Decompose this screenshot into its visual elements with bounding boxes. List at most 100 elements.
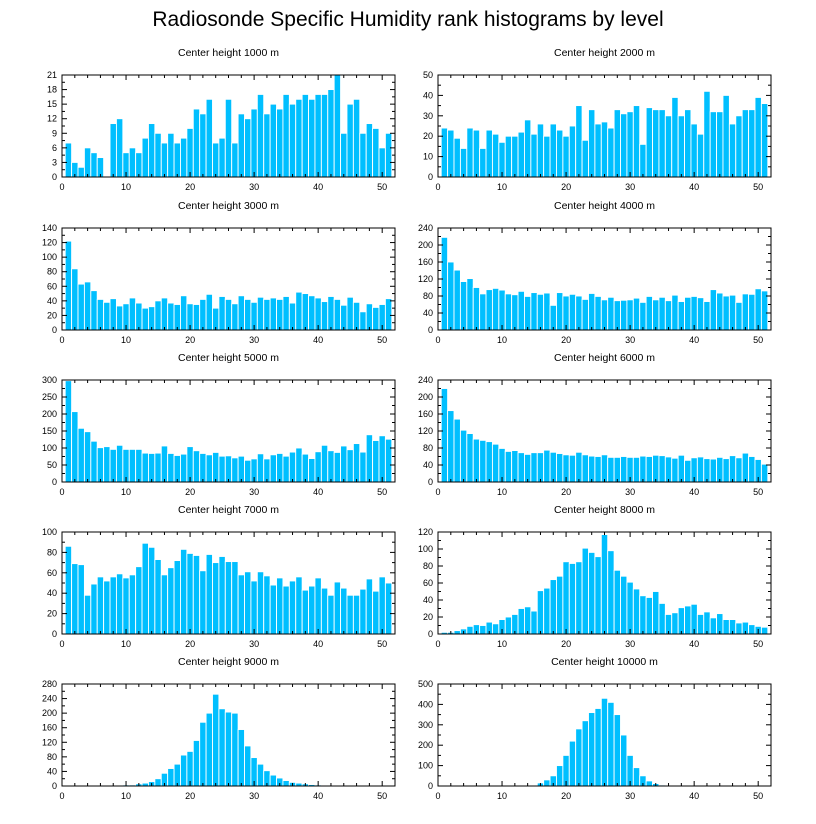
y-tick-label: 40 [423,595,433,605]
histogram-bar [645,107,653,178]
histogram-bar [135,448,143,483]
figure-title: Radiosonde Specific Humidity rank histog… [152,8,664,31]
histogram-bar [620,113,628,178]
x-tick-label: 10 [121,182,131,192]
histogram-bar [352,301,361,331]
histogram-bar [90,152,98,178]
histogram-bar [459,147,468,178]
histogram-bar [735,622,743,635]
y-tick-label: 200 [42,708,57,718]
histogram-bar [365,578,374,635]
histogram-bar [256,453,265,483]
histogram-bar [160,142,169,178]
histogram-bar [96,447,105,483]
y-tick-label: 50 [47,460,57,470]
histogram-bar [218,556,226,635]
histogram-bar [658,455,666,483]
histogram-bar [83,594,92,635]
y-tick-label: 120 [418,426,433,436]
histogram-bar [536,452,545,483]
histogram-bar [447,261,455,331]
x-tick-label: 30 [249,487,259,497]
y-tick-label: 40 [47,296,57,306]
histogram-bar [340,304,348,331]
histogram-bar [103,446,111,483]
x-tick-label: 20 [561,791,571,801]
histogram-bar [333,451,342,483]
histogram-bar [664,456,673,483]
histogram-bar [485,289,493,331]
histogram-bar [543,779,551,787]
histogram-bar [703,458,711,483]
histogram-bar [511,450,519,483]
histogram-bar [594,708,602,787]
histogram-bar [231,561,239,635]
x-tick-label: 0 [435,182,440,192]
histogram-bar [620,575,628,635]
histogram-bar [237,455,245,483]
x-tick-label: 40 [689,182,699,192]
histogram-bar [581,139,589,178]
histogram-bar [639,301,647,331]
x-tick-label: 10 [121,487,131,497]
histogram-bar [282,93,290,178]
y-tick-label: 20 [423,131,433,141]
histogram-bar [677,607,685,635]
histogram-bar [549,304,557,331]
histogram-bar [333,298,342,331]
histogram-bar [77,283,85,331]
histogram-bar [568,563,577,635]
y-tick-label: 160 [42,723,57,733]
histogram-bar [524,295,532,331]
y-tick-label: 0 [428,325,433,335]
histogram-bar [568,454,577,483]
histogram-bar [568,293,577,331]
histogram-bar [237,295,245,331]
histogram-bar [384,438,393,483]
histogram-bar [288,451,297,483]
histogram-bar [581,298,589,331]
histogram-bar [543,292,551,331]
histogram-bar [703,90,711,178]
histogram-bar [524,119,532,178]
histogram-bar [122,577,130,635]
y-tick-label: 18 [47,85,57,95]
histogram-bar [562,295,570,331]
y-tick-label: 80 [47,547,57,557]
histogram-bar [498,141,506,178]
y-tick-label: 250 [42,392,57,402]
histogram-bar [607,296,615,331]
histogram-bar [115,305,124,331]
histogram-bar [263,113,271,178]
histogram-bar [167,302,175,331]
x-tick-label: 20 [561,335,571,345]
histogram-bar [237,729,245,787]
histogram-bar [748,624,756,635]
histogram-bar [212,451,220,483]
y-tick-label: 100 [42,252,57,262]
y-tick-label: 300 [42,375,57,385]
histogram-bar [77,427,85,483]
histogram-bar [276,108,284,178]
y-tick-label: 500 [418,679,433,689]
histogram-bar [556,129,564,178]
histogram-bar [71,411,79,483]
histogram-bar [83,147,92,178]
y-tick-label: 120 [418,527,433,537]
histogram-bar [453,418,461,483]
histogram-bar [549,579,557,635]
x-tick-label: 20 [561,182,571,192]
histogram-bar [295,576,303,635]
histogram-bar [141,542,149,635]
histogram-bar [671,96,679,178]
histogram-bar [282,455,290,483]
y-tick-label: 60 [47,281,57,291]
histogram-bar [141,307,149,331]
histogram-bar [466,127,474,178]
histogram-bar [378,435,386,483]
histogram-bar [199,721,207,787]
histogram-bar [135,566,143,635]
histogram-bar [224,298,233,331]
histogram-bar [588,109,596,178]
histogram-bar [709,111,718,178]
